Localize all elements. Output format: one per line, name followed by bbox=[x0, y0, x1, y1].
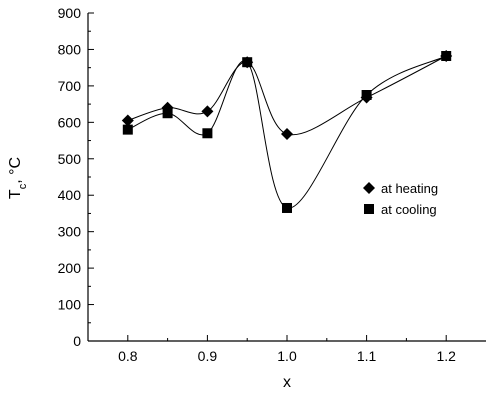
x-tick-label: 0.9 bbox=[198, 348, 218, 364]
x-tick-label: 1.2 bbox=[436, 348, 456, 364]
x-axis-label: x bbox=[283, 374, 291, 391]
y-tick-label: 100 bbox=[58, 297, 82, 313]
x-tick-label: 1.0 bbox=[277, 348, 297, 364]
data-point-diamond bbox=[281, 127, 293, 140]
legend-marker-square bbox=[364, 204, 374, 214]
legend-label: at heating bbox=[381, 181, 438, 196]
data-point-square bbox=[162, 108, 173, 119]
y-tick-label: 600 bbox=[58, 114, 82, 130]
legend-label: at cooling bbox=[381, 202, 437, 217]
y-tick-label: 700 bbox=[58, 78, 82, 94]
series-line-1 bbox=[127, 55, 447, 136]
data-point-square bbox=[202, 128, 213, 139]
x-tick-label: 1.1 bbox=[357, 348, 377, 364]
y-tick-label: 0 bbox=[73, 333, 81, 349]
chart-legend: at heating at cooling bbox=[363, 181, 438, 217]
chart-series bbox=[121, 50, 453, 213]
y-tick-label: 800 bbox=[58, 41, 82, 57]
data-point-diamond bbox=[121, 114, 134, 127]
data-point-square bbox=[122, 124, 133, 135]
y-tick-label: 500 bbox=[58, 151, 82, 167]
y-axis-label: Tc, °C bbox=[7, 157, 29, 199]
data-point-square bbox=[282, 202, 292, 213]
data-point-square bbox=[441, 51, 452, 62]
y-tick-label: 400 bbox=[58, 187, 82, 203]
chart-axes: 0 100 200 300 400 500 600 700 800 900 0.8 0.9 1.0 1.1… bbox=[58, 5, 486, 364]
y-tick-label: 900 bbox=[58, 5, 82, 21]
legend-marker-diamond bbox=[363, 182, 375, 194]
data-point-square bbox=[242, 57, 253, 68]
x-tick-label: 0.8 bbox=[118, 348, 138, 364]
y-tick-label: 200 bbox=[58, 260, 82, 276]
data-point-diamond bbox=[201, 105, 214, 118]
y-tick-label: 300 bbox=[58, 224, 82, 240]
data-point-square bbox=[361, 90, 372, 100]
